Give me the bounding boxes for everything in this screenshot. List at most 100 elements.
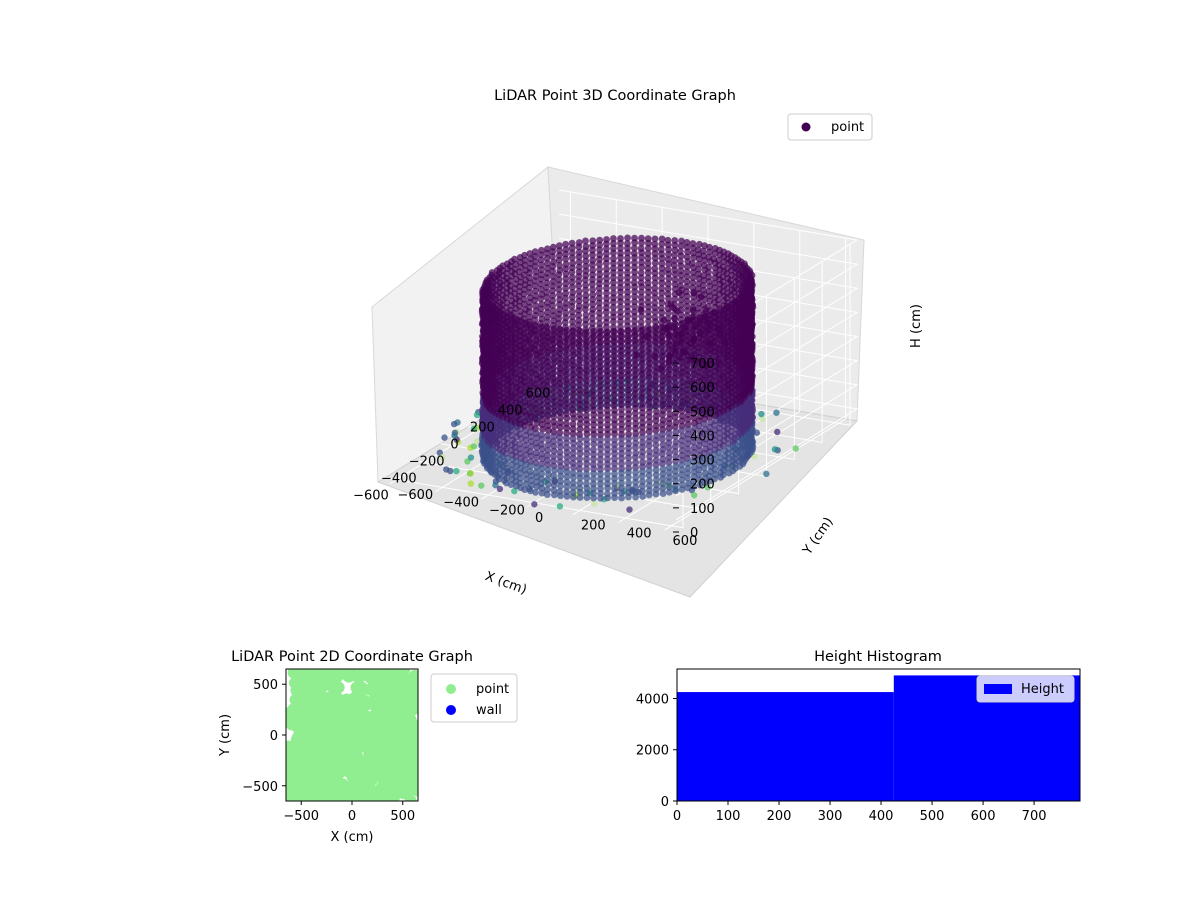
point-3d	[557, 404, 565, 411]
point-3d	[638, 263, 646, 271]
point-3d	[690, 375, 698, 383]
point-3d	[604, 494, 611, 502]
point-3d	[618, 440, 625, 448]
point-3d	[544, 407, 552, 415]
point-3d	[665, 405, 673, 412]
point-3d	[604, 396, 611, 404]
point-3d	[696, 481, 704, 489]
point-3d	[677, 242, 685, 250]
point-3d	[582, 257, 590, 265]
point-3d	[470, 425, 478, 432]
point-3d	[684, 440, 692, 448]
point-3d	[610, 269, 617, 277]
point-3d	[625, 371, 632, 379]
point-3d	[659, 386, 666, 394]
point-3d	[532, 400, 540, 408]
point-3d	[590, 440, 598, 448]
point-3d	[705, 263, 713, 271]
point-3d	[549, 369, 557, 377]
point-3d	[665, 251, 672, 258]
point-3d	[610, 240, 617, 247]
point-3d	[568, 283, 576, 291]
point-3d	[526, 298, 533, 306]
point-3d	[689, 269, 697, 277]
point-3d	[669, 304, 677, 312]
x-tick-label: −200	[409, 455, 445, 470]
point-3d	[590, 333, 598, 340]
y-tick-label: 400	[627, 526, 652, 541]
point-3d	[646, 364, 653, 372]
point-3d	[618, 328, 625, 336]
point-3d	[503, 474, 511, 482]
point-3d	[544, 373, 552, 381]
point-3d	[683, 273, 691, 280]
point-3d	[569, 327, 577, 335]
point-3d	[544, 353, 551, 361]
point-3d	[588, 310, 596, 317]
point-3d	[618, 454, 625, 462]
point-3d	[556, 389, 564, 397]
point-3d	[610, 303, 617, 311]
point-3d	[555, 242, 563, 250]
point-3d	[569, 454, 577, 462]
point-3d	[631, 239, 639, 247]
point-3d	[646, 452, 653, 460]
point-3d	[618, 435, 625, 442]
point-3d	[684, 445, 692, 453]
point-3d	[544, 397, 552, 405]
point-3d	[570, 351, 577, 359]
point-3d	[700, 420, 708, 428]
point-3d	[712, 412, 720, 420]
point-3d	[637, 274, 645, 282]
point-3d	[645, 428, 653, 435]
point-3d	[563, 439, 571, 447]
point-3d	[617, 259, 624, 267]
point-3d	[478, 482, 485, 489]
point-3d	[617, 303, 624, 311]
point-3d	[652, 358, 660, 366]
point-3d	[568, 308, 576, 316]
point-3d	[590, 377, 598, 384]
point-3d	[583, 377, 591, 384]
point-3d	[696, 447, 704, 454]
point-3d	[717, 390, 724, 398]
point-3d	[563, 404, 571, 412]
point-3d	[604, 342, 611, 350]
point-3d	[596, 260, 603, 268]
point-3d	[611, 494, 618, 502]
point-3d	[624, 259, 631, 267]
point-3d	[527, 255, 535, 263]
point-3d	[675, 289, 683, 297]
point-3d	[550, 339, 558, 347]
point-3d	[624, 249, 631, 257]
point-3d	[684, 469, 691, 477]
point-3d	[569, 337, 577, 344]
point-3d	[576, 465, 583, 473]
point-3d	[590, 485, 597, 492]
point-3d	[672, 389, 679, 397]
point-3d	[549, 307, 557, 315]
point-3d	[618, 410, 625, 418]
point-3d	[625, 381, 633, 389]
point-3d	[544, 260, 551, 267]
point-3d	[690, 365, 697, 373]
point-3d	[590, 338, 598, 345]
point-3d	[672, 472, 679, 480]
point-3d	[582, 320, 589, 328]
point-3d	[583, 450, 591, 458]
point-3d	[603, 270, 610, 278]
point-3d	[549, 263, 557, 270]
point-3d	[665, 444, 673, 452]
point-3d	[595, 289, 603, 297]
point-3d	[597, 436, 604, 444]
point-3d	[561, 294, 569, 302]
point-3d	[604, 347, 611, 355]
point-3d	[556, 326, 564, 333]
point-3d	[618, 381, 625, 389]
point-3d	[583, 391, 591, 399]
point-3d	[533, 463, 541, 471]
point-3d	[625, 346, 632, 354]
point-3d	[538, 465, 546, 473]
point-3d	[590, 450, 597, 458]
point-3d	[556, 384, 564, 392]
